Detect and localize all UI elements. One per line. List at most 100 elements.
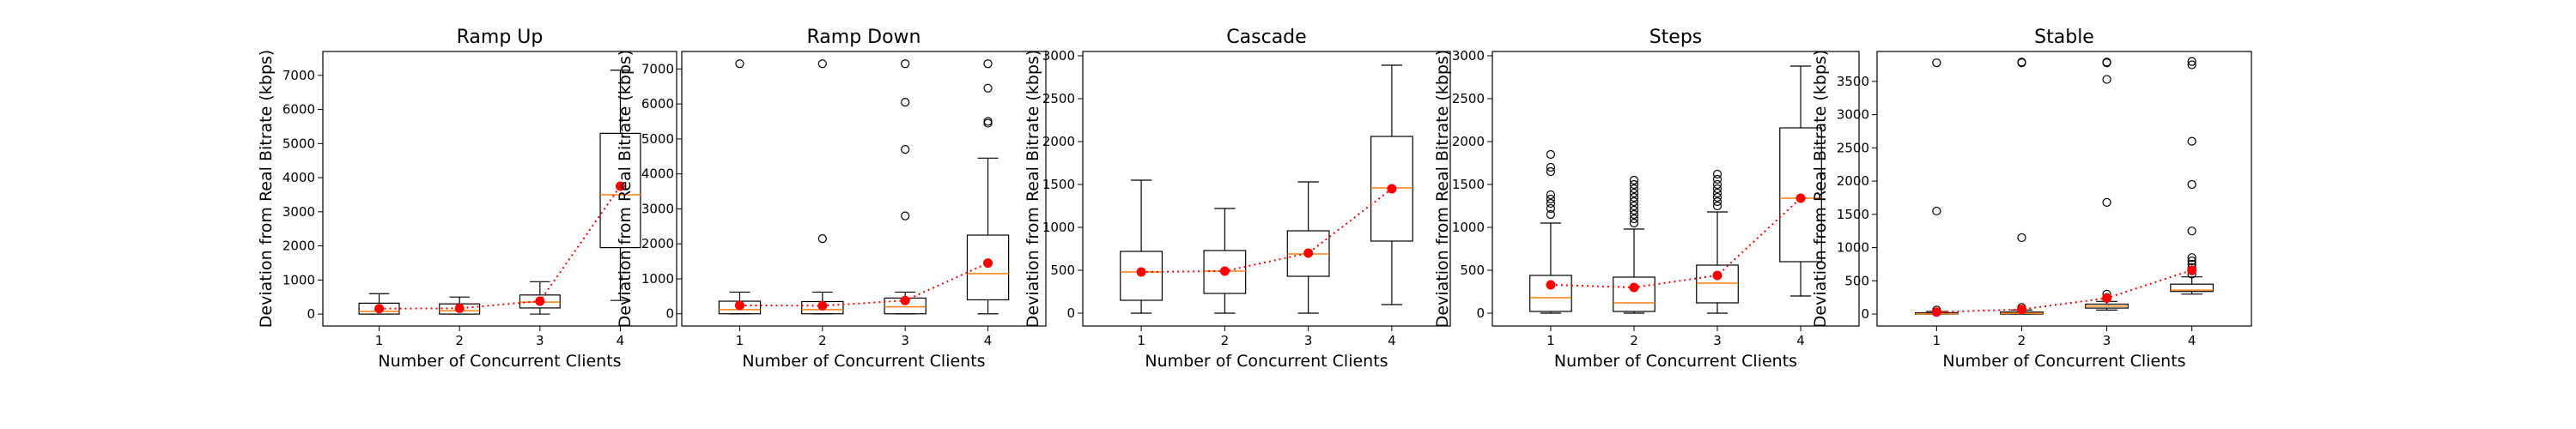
mean-point bbox=[454, 303, 465, 313]
chart-title: Steps bbox=[1649, 27, 1703, 48]
x-tick-label: 2 bbox=[455, 333, 464, 348]
box-plot-2 bbox=[2000, 57, 2044, 315]
y-tick-label: 2000 bbox=[1452, 134, 1485, 149]
y-tick-label: 2500 bbox=[1452, 91, 1485, 106]
box-plot-2 bbox=[1613, 175, 1656, 314]
x-axis-label: Number of Concurrent Clients bbox=[378, 352, 621, 371]
x-tick-label: 1 bbox=[1546, 333, 1555, 348]
box-plot-4 bbox=[1779, 65, 1822, 297]
chart-panel: Ramp Down Number of Concurrent Clients Dev… bbox=[616, 27, 1047, 371]
outlier-point bbox=[2187, 256, 2196, 266]
x-tick-label: 1 bbox=[736, 333, 744, 348]
x-tick-label: 2 bbox=[818, 333, 827, 348]
y-tick-label: 500 bbox=[1050, 263, 1075, 278]
y-tick-label: 6000 bbox=[283, 102, 315, 118]
x-tick-label: 4 bbox=[617, 333, 625, 348]
y-tick-label: 2000 bbox=[283, 239, 315, 254]
y-tick-label: 1500 bbox=[1452, 177, 1485, 192]
x-tick-label: 4 bbox=[2188, 333, 2196, 348]
outlier-point bbox=[1546, 209, 1556, 220]
x-tick-label: 2 bbox=[1221, 333, 1230, 348]
y-tick-label: 6000 bbox=[641, 96, 674, 112]
iqr-box bbox=[1779, 127, 1822, 263]
outlier-point bbox=[2102, 75, 2111, 84]
box-plot-4 bbox=[599, 69, 641, 301]
outlier-point bbox=[817, 233, 827, 244]
outlier-point bbox=[983, 118, 993, 128]
outlier-point bbox=[1546, 149, 1556, 160]
box-plot-3 bbox=[2085, 57, 2129, 311]
y-tick-label: 2500 bbox=[1837, 140, 1869, 155]
mean-point bbox=[817, 300, 828, 311]
y-tick-label: 0 bbox=[1861, 306, 1869, 322]
mean-point bbox=[374, 304, 385, 314]
x-tick-label: 2 bbox=[2018, 333, 2026, 348]
outlier-point bbox=[2187, 227, 2196, 236]
outlier-point bbox=[2187, 57, 2196, 66]
mean-point bbox=[900, 295, 910, 305]
chart-panel: Steps Number of Concurrent Clients Deviati… bbox=[1433, 27, 1860, 371]
y-tick-label: 3500 bbox=[1837, 74, 1869, 89]
outlier-point bbox=[983, 59, 993, 69]
iqr-box bbox=[1120, 251, 1163, 301]
outlier-point bbox=[2017, 57, 2026, 67]
y-axis-label: Deviation from Real Bitrate (kbps) bbox=[616, 50, 635, 328]
mean-point bbox=[535, 296, 545, 306]
mean-trend-line bbox=[739, 262, 988, 307]
box-plot-1 bbox=[718, 59, 762, 315]
x-tick-label: 2 bbox=[1630, 333, 1638, 348]
plot-frame bbox=[1082, 51, 1451, 327]
mean-point bbox=[1219, 266, 1230, 276]
outlier-point bbox=[1629, 175, 1639, 185]
outlier-point bbox=[1629, 209, 1639, 220]
y-tick-label: 1000 bbox=[1452, 220, 1485, 235]
outlier-point bbox=[1712, 174, 1722, 184]
mean-point bbox=[734, 300, 744, 311]
y-tick-label: 1500 bbox=[1042, 177, 1075, 192]
y-tick-label: 3000 bbox=[1042, 48, 1075, 63]
mean-point bbox=[1629, 282, 1639, 293]
y-tick-label: 3000 bbox=[283, 204, 315, 220]
outlier-point bbox=[1629, 192, 1639, 202]
outlier-point bbox=[1546, 190, 1556, 200]
y-tick-label: 500 bbox=[1460, 263, 1485, 278]
x-tick-label: 3 bbox=[1304, 333, 1313, 348]
mean-point bbox=[1931, 307, 1941, 317]
box-plot-1 bbox=[1120, 179, 1163, 314]
outlier-point bbox=[1546, 162, 1556, 172]
plot-frame bbox=[322, 51, 677, 327]
y-tick-label: 7000 bbox=[283, 68, 315, 83]
x-tick-label: 3 bbox=[901, 333, 909, 348]
y-tick-label: 500 bbox=[1844, 273, 1869, 288]
outlier-point bbox=[1546, 198, 1556, 208]
mean-point bbox=[2102, 293, 2112, 303]
outlier-point bbox=[1712, 192, 1722, 202]
outlier-point bbox=[2187, 60, 2196, 69]
mean-point bbox=[1712, 270, 1722, 281]
x-axis-label: Number of Concurrent Clients bbox=[1942, 352, 2185, 371]
y-tick-label: 1500 bbox=[1837, 207, 1869, 222]
x-tick-label: 3 bbox=[2103, 333, 2111, 348]
outlier-point bbox=[1712, 201, 1722, 211]
y-tick-label: 2000 bbox=[1042, 134, 1075, 149]
outlier-point bbox=[1712, 179, 1722, 190]
x-tick-label: 4 bbox=[1796, 333, 1805, 348]
outlier-point bbox=[983, 117, 993, 126]
outlier-point bbox=[1546, 166, 1556, 177]
mean-point bbox=[1795, 193, 1806, 203]
chart-title: Stable bbox=[2034, 27, 2094, 48]
mean-trend-line bbox=[1141, 188, 1393, 273]
mean-point bbox=[1387, 184, 1397, 194]
x-axis-label: Number of Concurrent Clients bbox=[1554, 352, 1797, 371]
chart-title: Ramp Down bbox=[806, 27, 920, 48]
box-plot-3 bbox=[519, 281, 561, 315]
x-tick-label: 4 bbox=[984, 333, 993, 348]
outlier-point bbox=[901, 145, 910, 154]
y-tick-label: 1000 bbox=[1042, 220, 1075, 235]
y-tick-label: 0 bbox=[1476, 305, 1485, 321]
outlier-point bbox=[1546, 203, 1556, 214]
outlier-point bbox=[1629, 205, 1639, 215]
outlier-point bbox=[1712, 184, 1722, 194]
box-plot-4 bbox=[966, 59, 1010, 315]
